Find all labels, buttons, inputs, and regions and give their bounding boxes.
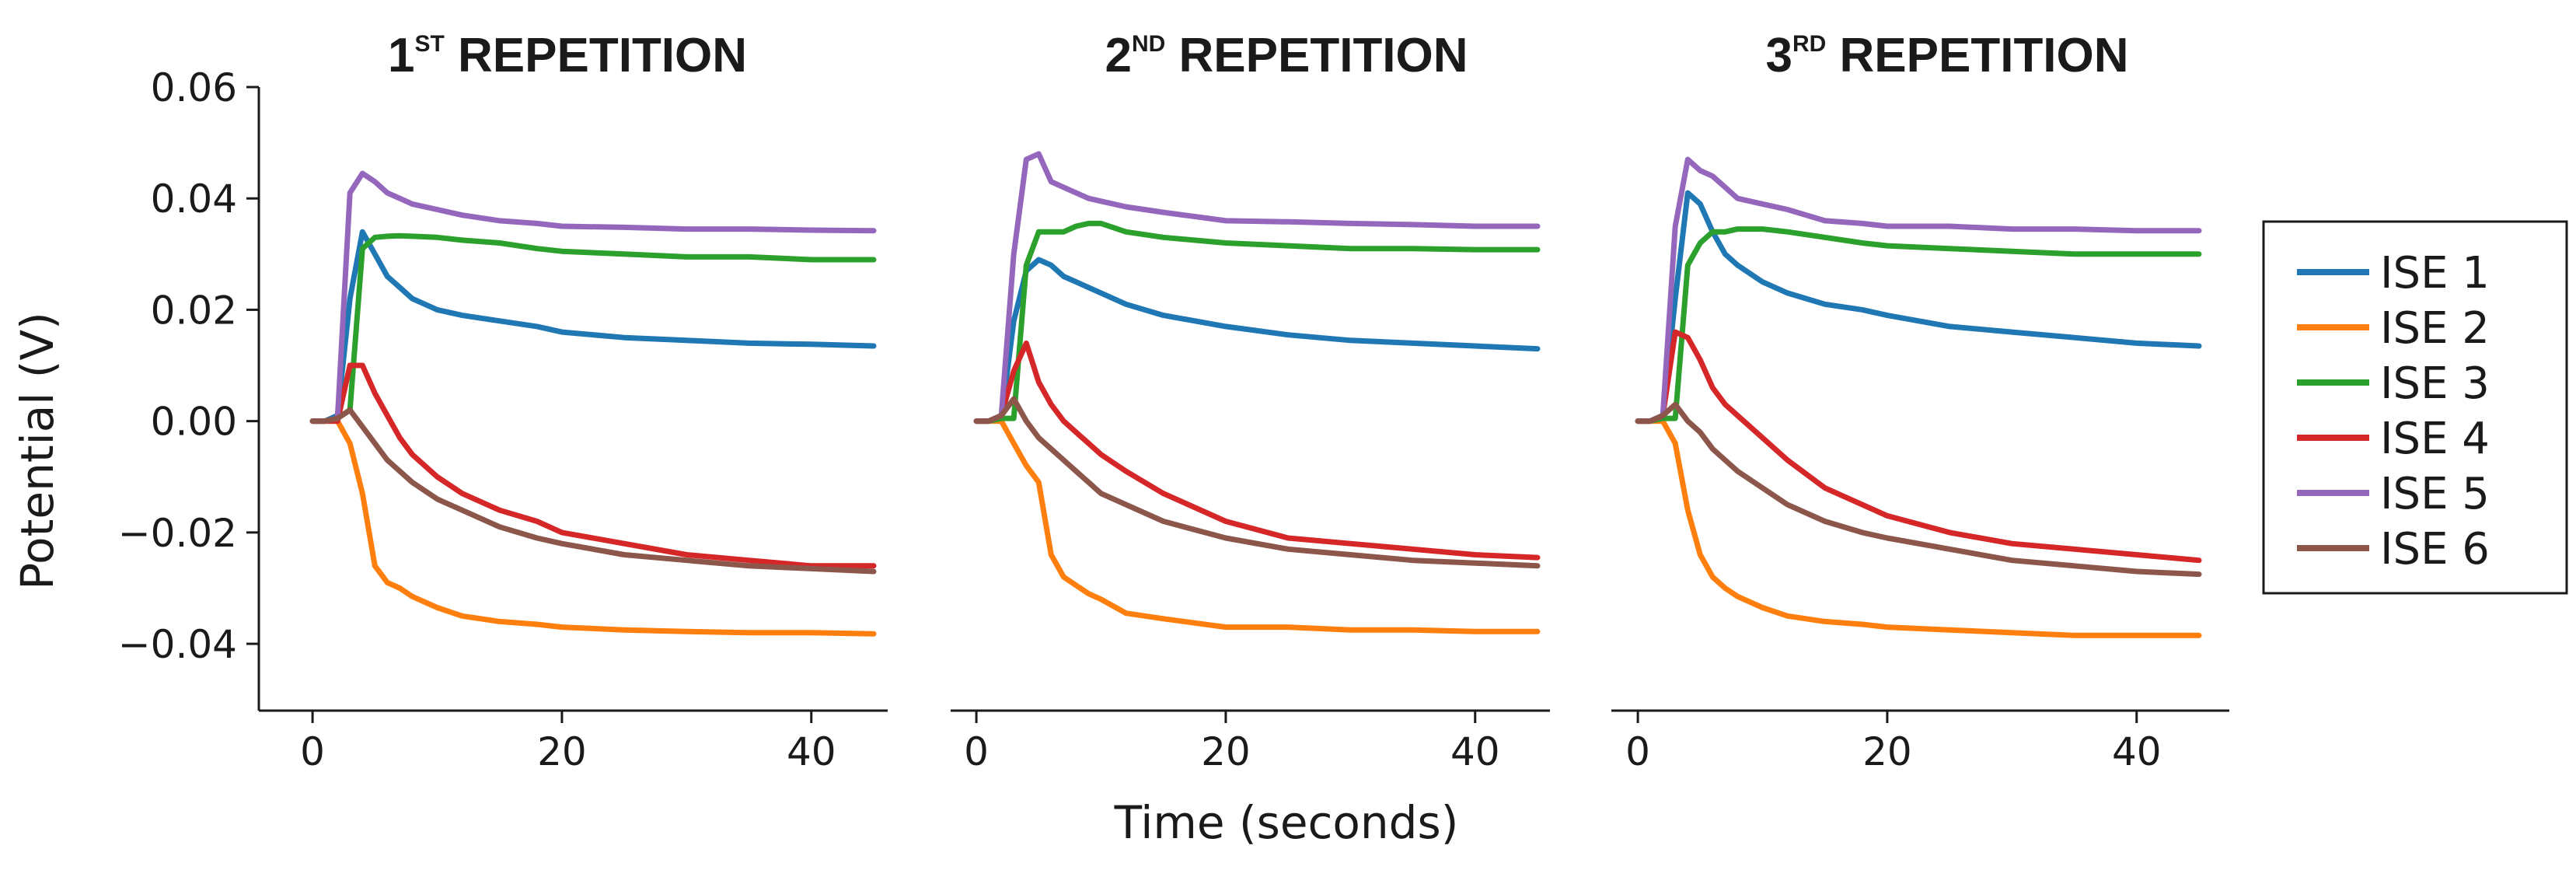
- y-tick-label: 0.06: [151, 65, 237, 110]
- panel-title-text: REPETITION: [445, 29, 747, 82]
- series-line-ise-4: [309, 362, 877, 569]
- x-tick-label: 20: [1862, 729, 1912, 774]
- panel-title-superscript: ST: [414, 31, 444, 57]
- series-group: [1635, 156, 2202, 638]
- series-line-ise-5: [309, 170, 877, 425]
- y-tick-label: −0.04: [118, 622, 237, 667]
- series-line-ise-4: [973, 340, 1541, 561]
- legend-label: ISE 2: [2380, 303, 2490, 354]
- series-line-ise-5: [973, 151, 1541, 425]
- series-group: [309, 170, 877, 637]
- legend-label: ISE 4: [2380, 414, 2490, 464]
- panel-title-text: REPETITION: [1826, 29, 2128, 82]
- y-tick-label: 0.04: [151, 176, 237, 222]
- tick-group: 0 20 40: [951, 709, 1550, 774]
- series-line-ise-3: [309, 232, 877, 425]
- series-line-ise-6: [309, 407, 877, 575]
- series-group: [973, 151, 1541, 634]
- x-tick-label: 0: [1625, 729, 1650, 774]
- panel-3rd-repetition: 3RD REPETITION 0 20 40: [1611, 29, 2229, 774]
- x-tick-label: 0: [964, 729, 989, 774]
- series-line-ise-1: [1635, 190, 2202, 425]
- panel-2nd-repetition: 2ND REPETITION 0 20 40: [951, 29, 1550, 774]
- series-line-ise-2: [973, 418, 1541, 634]
- legend-label: ISE 3: [2380, 358, 2490, 409]
- panel-title: 3RD REPETITION: [1765, 29, 2128, 82]
- series-line-ise-4: [1635, 329, 2202, 564]
- y-tick-label: −0.02: [118, 511, 237, 556]
- legend-label: ISE 5: [2380, 469, 2490, 519]
- panel-title-number: 1: [388, 29, 414, 82]
- legend-label: ISE 6: [2380, 524, 2490, 575]
- legend-label: ISE 1: [2380, 248, 2490, 299]
- series-line-ise-3: [973, 220, 1541, 425]
- x-tick-label: 0: [300, 729, 325, 774]
- legend-frame: [2262, 220, 2568, 595]
- panel-title: 2ND REPETITION: [1105, 29, 1468, 82]
- x-tick-label: 40: [1450, 729, 1500, 774]
- series-line-ise-6: [973, 396, 1541, 569]
- series-line-ise-3: [1635, 226, 2202, 425]
- panel-title-superscript: RD: [1792, 31, 1826, 57]
- tick-group: 0 20 40: [1611, 709, 2229, 774]
- panel-title-number: 3: [1765, 29, 1792, 82]
- series-line-ise-1: [309, 229, 877, 425]
- series-line-ise-2: [309, 418, 877, 637]
- series-line-ise-5: [1635, 156, 2202, 425]
- panel-title-superscript: ND: [1132, 31, 1165, 57]
- tick-group: 0 20 40 0.06 0.04 0.02 0.00 −0.02 −0.04: [118, 65, 888, 774]
- panel-title-number: 2: [1105, 29, 1131, 82]
- y-tick-label: 0.02: [151, 288, 237, 333]
- panel-title-text: REPETITION: [1165, 29, 1468, 82]
- x-tick-label: 20: [1201, 729, 1251, 774]
- panel-1st-repetition: 1ST REPETITION 0 20 40 0.06 0.04 0.02 0.00 −0.0…: [118, 29, 888, 774]
- x-tick-label: 20: [537, 729, 587, 774]
- x-axis-label: Time (seconds): [1114, 796, 1459, 849]
- series-line-ise-2: [1635, 418, 2202, 638]
- x-tick-label: 40: [787, 729, 836, 774]
- panel-title: 1ST REPETITION: [388, 29, 747, 82]
- x-tick-label: 40: [2112, 729, 2162, 774]
- y-axis-label: Potential (V): [11, 312, 64, 589]
- series-line-ise-1: [973, 257, 1541, 425]
- y-tick-label: 0.00: [151, 400, 237, 445]
- series-line-ise-6: [1635, 401, 2202, 578]
